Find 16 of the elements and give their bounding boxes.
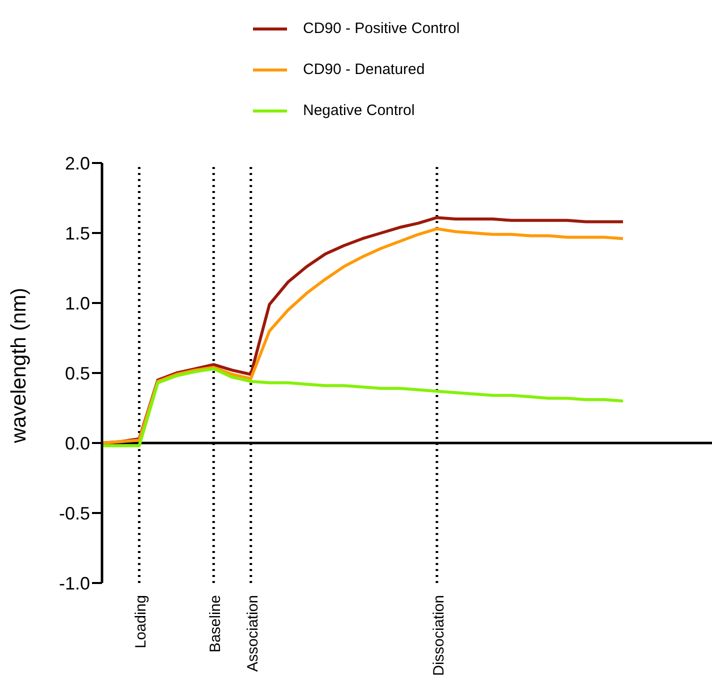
y-tick-label: 2.0 [64,153,90,174]
y-tick-label: -0.5 [58,503,90,524]
y-tick-label: 1.0 [64,293,90,314]
line-series [102,367,623,448]
x-tick-label: Dissociation [430,595,448,676]
y-tick-label: -1.0 [58,573,90,594]
legend-label: Negative Control [303,102,415,119]
x-tick-label: Baseline [207,595,224,653]
y-tick-label: 0.0 [64,433,90,454]
x-tick-label: Association [244,595,262,672]
y-tick-label: 1.5 [64,223,90,244]
x-tick-label: Loading [132,595,150,648]
y-axis-title: wavelength (nm) [7,288,30,444]
legend-label: CD90 - Denatured [303,61,425,78]
legend-label: CD90 - Positive Control [303,20,460,37]
y-tick-label: 0.5 [64,363,90,384]
